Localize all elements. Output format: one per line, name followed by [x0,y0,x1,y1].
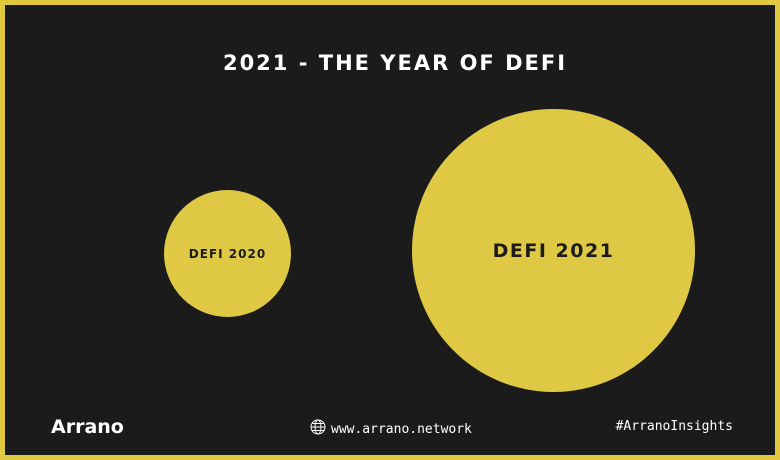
website-text: www.arrano.network [331,421,472,437]
hashtag: #ArranoInsights [615,419,733,434]
globe-icon [310,419,326,439]
page-title: 2021 - THE YEAR OF DEFI [222,51,568,75]
bubble-label-defi-2020: DEFI 2020 [188,246,267,261]
bubble-defi-2021: DEFI 2021 [412,109,695,392]
bubble-defi-2020: DEFI 2020 [164,190,291,317]
website-link[interactable]: www.arrano.network [310,419,472,439]
arrano-logo: Arrano [51,416,124,438]
bubble-label-defi-2021: DEFI 2021 [492,239,615,262]
